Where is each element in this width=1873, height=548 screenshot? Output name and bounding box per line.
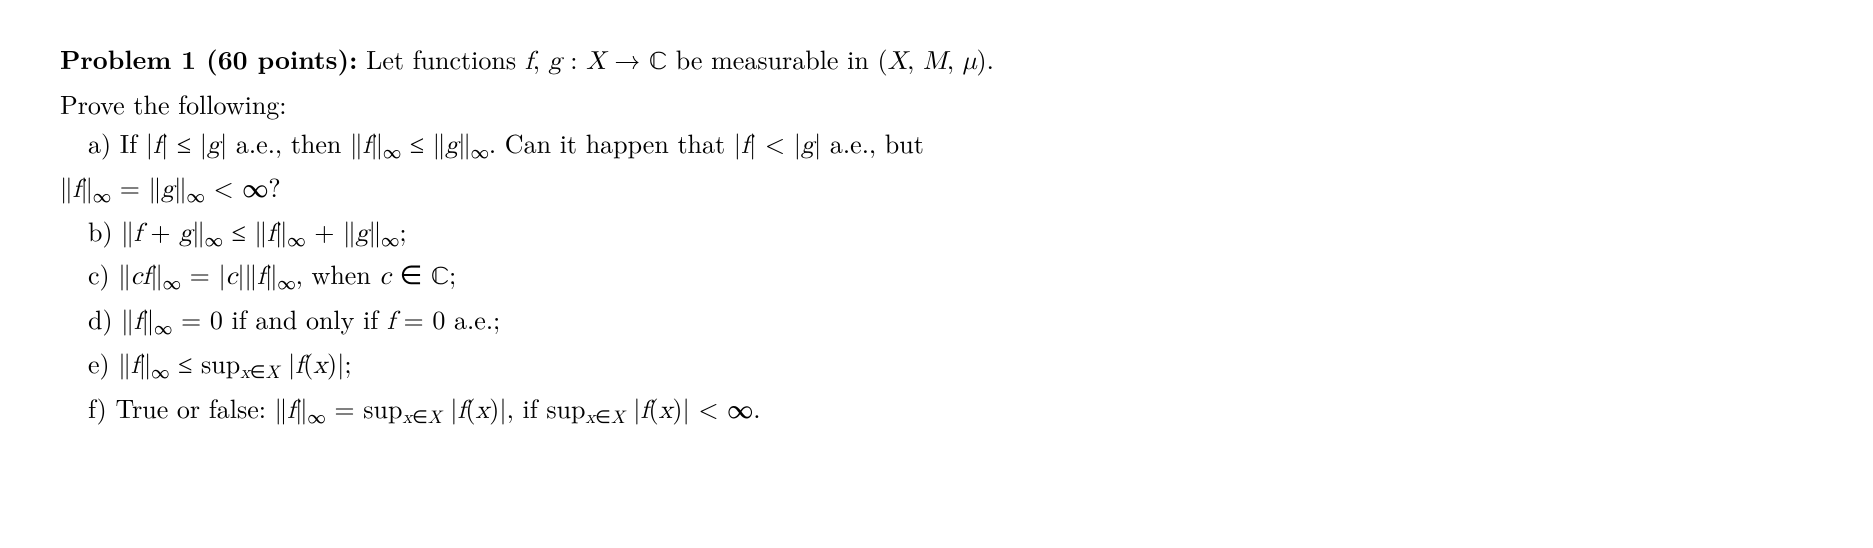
problem-header: Problem 1 (60 points): [60, 40, 357, 77]
problem-container: Problem 1 (60 points): Let functions f, … [60, 40, 1813, 432]
part-b: b) ||f + g||∞ ≤ ||f||∞ + ||g||∞; [88, 212, 1813, 254]
part-a-cont: ||f||∞ = ||g||∞ < ∞? [60, 168, 1813, 210]
part-c: c) ||cf||∞ = |c|||f||∞, when c ∈ ℂ; [88, 255, 1813, 298]
problem-first-line: Problem 1 (60 points): Let functions f, … [60, 40, 1813, 83]
part-d: d) ||f||∞ = 0 if and only if f = 0 a.e.; [88, 300, 1813, 342]
problem-intro: Let functions f, g : X → ℂ be measurable… [366, 40, 994, 77]
part-f: f) True or false: ||f||∞ = supx∈X |f(x)|… [88, 389, 1813, 432]
prove-line: Prove the following: [60, 85, 1813, 123]
part-e: e) ||f||∞ ≤ supx∈X |f(x)|; [88, 344, 1813, 387]
parts-list: a) If |f| ≤ |g| a.e., then ||f||∞ ≤ ||g|… [88, 124, 1813, 431]
part-a: a) If |f| ≤ |g| a.e., then ||f||∞ ≤ ||g|… [88, 124, 1813, 166]
